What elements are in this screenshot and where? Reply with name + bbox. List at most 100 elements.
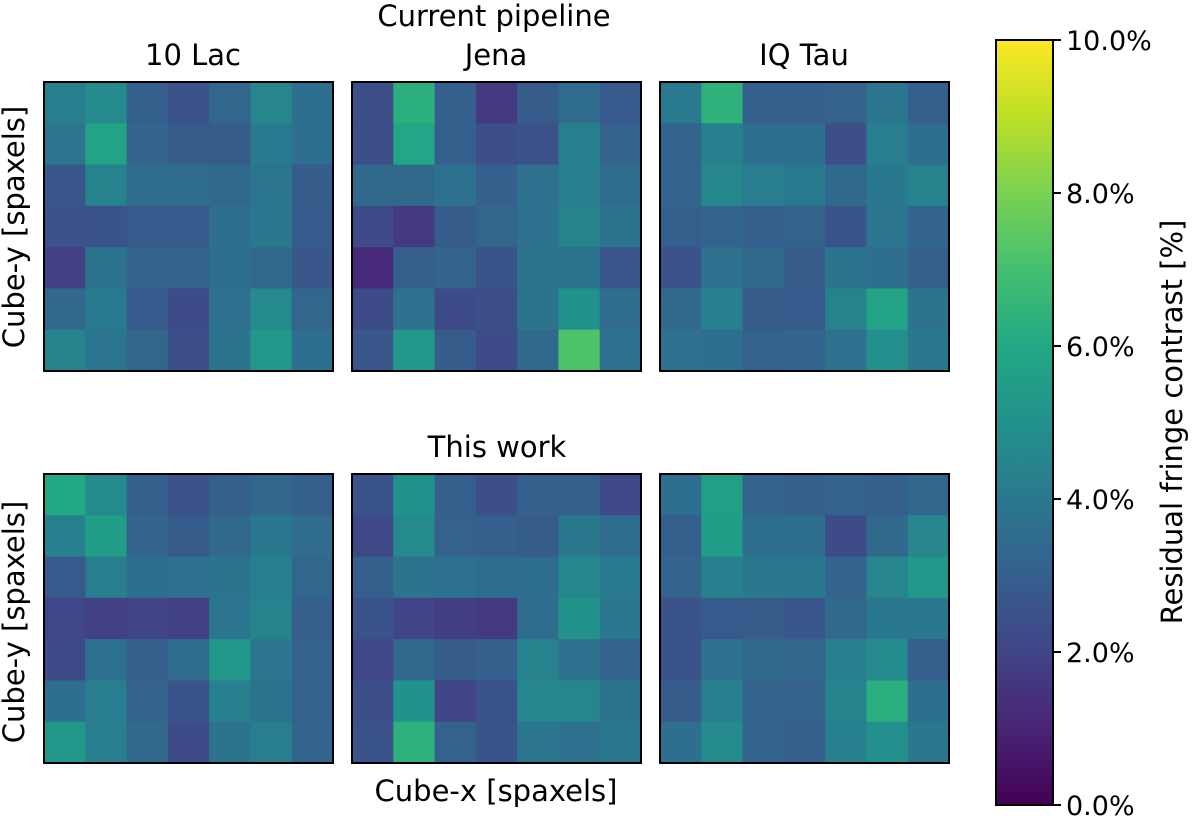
heatmap-cell [742, 515, 785, 558]
heatmap-cell [126, 205, 169, 248]
heatmap-cell [475, 82, 518, 124]
heatmap-cell [475, 680, 518, 723]
row-title-top: Current pipeline [377, 0, 610, 33]
heatmap-cell [434, 721, 477, 764]
heatmap-cell [825, 82, 868, 124]
heatmap-cell [558, 329, 601, 372]
heatmap-cell [209, 82, 252, 124]
heatmap-cell [475, 639, 518, 682]
heatmap-cell [907, 474, 950, 516]
heatmap-cell [434, 288, 477, 331]
heatmap-cell [866, 639, 909, 682]
heatmap-cell [742, 288, 785, 331]
heatmap-cell [558, 597, 601, 640]
heatmap-cell [85, 205, 128, 248]
heatmap-cell [434, 556, 477, 599]
heatmap-cell [783, 82, 826, 124]
heatmap-cell [742, 164, 785, 207]
heatmap-cell [475, 474, 518, 516]
heatmap-cell [599, 247, 642, 290]
heatmap-cell [825, 247, 868, 290]
y-axis-label-top: Cube-y [spaxels] [0, 106, 31, 348]
heatmap-cell [701, 82, 744, 124]
heatmap-cell [825, 205, 868, 248]
heatmap-cell [393, 515, 436, 558]
heatmap-cell [660, 164, 702, 207]
heatmap-cell [250, 329, 293, 372]
heatmap-cell [783, 205, 826, 248]
heatmap-cell [44, 82, 86, 124]
heatmap-cell [825, 329, 868, 372]
heatmap-cell [475, 556, 518, 599]
heatmap-cell [167, 205, 210, 248]
heatmap-cell [352, 288, 394, 331]
heatmap-cell [352, 721, 394, 764]
heatmap-cell [250, 288, 293, 331]
heatmap-cell [352, 82, 394, 124]
panel-title-10-lac: 10 Lac [145, 38, 241, 72]
panel-frame [659, 473, 950, 764]
heatmap-cell [393, 329, 436, 372]
heatmap-cell [209, 515, 252, 558]
heatmap-cell [434, 164, 477, 207]
heatmap-cell [352, 474, 394, 516]
heatmap-cell [660, 247, 702, 290]
heatmap-cell [599, 721, 642, 764]
heatmap-cell [85, 515, 128, 558]
heatmap-cell [393, 639, 436, 682]
heatmap-cell [558, 639, 601, 682]
colorbar-label: Residual fringe contrast [%] [1155, 220, 1189, 625]
heatmap-cell [209, 164, 252, 207]
heatmap-cell [783, 123, 826, 166]
heatmap-cell [825, 515, 868, 558]
heatmap-cell [167, 639, 210, 682]
heatmap-cell [783, 329, 826, 372]
heatmap-cell [393, 474, 436, 516]
heatmap-cell [907, 515, 950, 558]
heatmap-cell [126, 680, 169, 723]
heatmap-cell [660, 721, 702, 764]
heatmap-cell [701, 205, 744, 248]
heatmap-cell [599, 515, 642, 558]
heatmap-cell [558, 721, 601, 764]
heatmap-cell [660, 556, 702, 599]
heatmap-cell [434, 474, 477, 516]
heatmap-cell [599, 288, 642, 331]
heatmap-cell [85, 329, 128, 372]
heatmap-cell [599, 123, 642, 166]
heatmap-cell [660, 680, 702, 723]
heatmap-cell [209, 247, 252, 290]
panel-frame [351, 81, 642, 372]
heatmap-cell [126, 639, 169, 682]
heatmap-cell [434, 329, 477, 372]
heatmap-cell [599, 556, 642, 599]
heatmap-cell [250, 680, 293, 723]
heatmap-cell [352, 329, 394, 372]
panel-title-iq-tau: IQ Tau [759, 38, 849, 72]
heatmap-cell [517, 680, 560, 723]
heatmap-cell [475, 515, 518, 558]
heatmap-cell [742, 82, 785, 124]
heatmap-cell [434, 205, 477, 248]
heatmap-cell [599, 164, 642, 207]
heatmap-cell [825, 474, 868, 516]
heatmap-cell [434, 515, 477, 558]
heatmap-panels [43, 81, 950, 764]
heatmap-cell [742, 247, 785, 290]
heatmap-cell [44, 474, 86, 516]
heatmap-cell [660, 597, 702, 640]
heatmap-cell [44, 247, 86, 290]
heatmap-cell [558, 515, 601, 558]
heatmap-cell [44, 123, 86, 166]
heatmap-cell [660, 288, 702, 331]
heatmap-cell [866, 556, 909, 599]
heatmap-cell [250, 164, 293, 207]
heatmap-cell [126, 556, 169, 599]
heatmap-cell [907, 288, 950, 331]
heatmap-cell [742, 680, 785, 723]
heatmap-cell [209, 329, 252, 372]
heatmap-cell [434, 82, 477, 124]
heatmap-cell [352, 597, 394, 640]
heatmap-cell [701, 474, 744, 516]
